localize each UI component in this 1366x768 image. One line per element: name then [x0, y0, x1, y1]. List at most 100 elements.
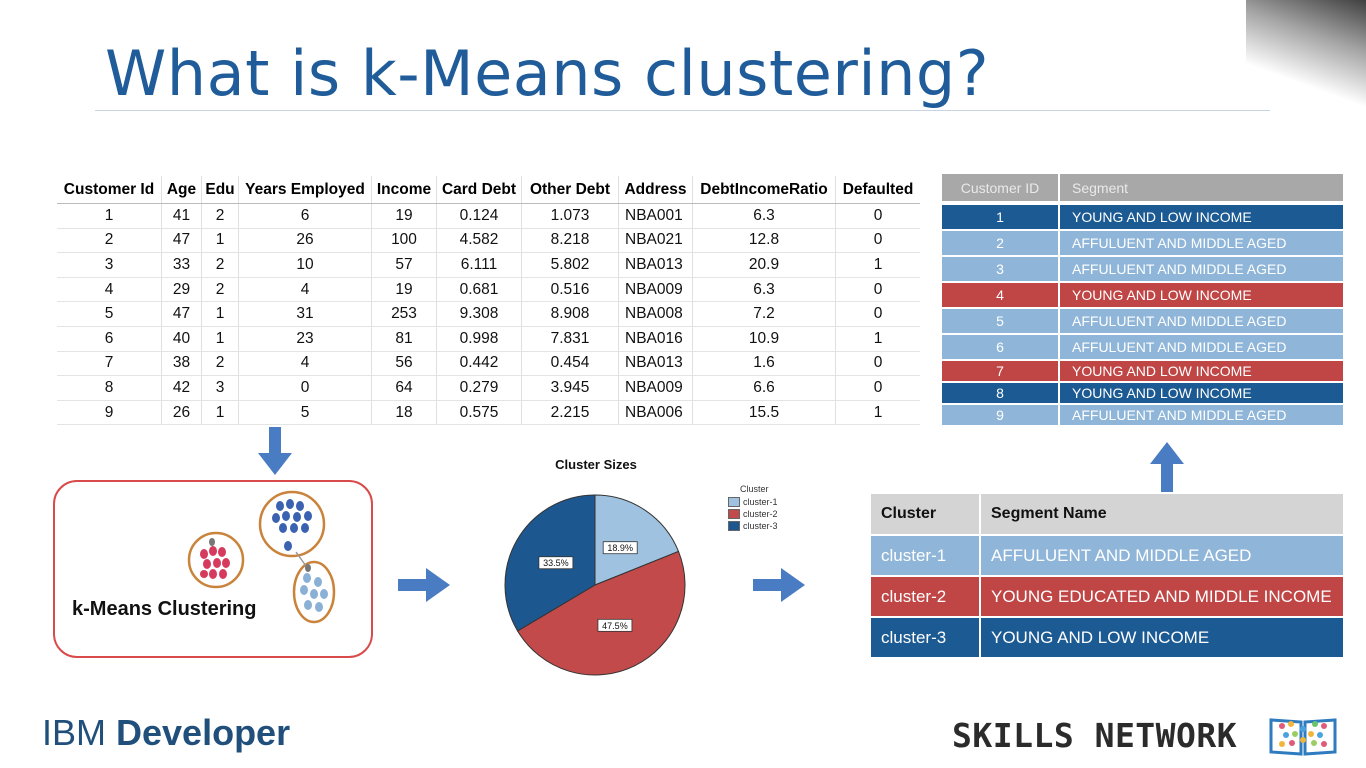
- segment-customer-id: 4: [942, 283, 1060, 307]
- customer-table-cell: 0: [835, 203, 920, 229]
- customer-table-cell: 6: [238, 203, 372, 229]
- customer-table-cell: 29: [161, 277, 202, 303]
- customer-table-cell: 6.3: [692, 277, 836, 303]
- customer-table-cell: NBA021: [618, 228, 693, 254]
- kmeans-label: k-Means Clustering: [72, 598, 257, 620]
- customer-table-body: 1 41 2 6 19 0.124 1.073 NBA001 6.3 0 2 47 1 26 100 4.58…: [57, 203, 920, 426]
- customer-table-cell: 7.2: [692, 301, 836, 327]
- customer-table-cell: 56: [371, 351, 437, 377]
- cluster-segment-name: YOUNG EDUCATED AND MIDDLE INCOME: [991, 586, 1332, 606]
- customer-table-cell: 31: [238, 301, 372, 327]
- customer-table-cell: 0: [835, 228, 920, 254]
- customer-table-cell: NBA016: [618, 326, 693, 352]
- customer-table-row: 4 29 2 4 19 0.681 0.516 NBA009 6.3 0: [57, 277, 920, 303]
- customer-table-cell: 6: [57, 326, 162, 352]
- customer-table-cell: 0.998: [436, 326, 522, 352]
- legend-swatch: [728, 509, 740, 519]
- customer-table-cell: 4: [238, 277, 372, 303]
- pie-slice-cluster-1: [594, 494, 680, 586]
- segment-name: YOUNG AND LOW INCOME: [1072, 363, 1252, 379]
- customer-table-cell: NBA009: [618, 375, 693, 401]
- customer-table-cell: 47: [161, 228, 202, 254]
- customer-table-cell: 0.575: [436, 400, 522, 426]
- customer-table-cell: 47: [161, 301, 202, 327]
- cluster-table-header: Cluster Segment Name: [871, 494, 1343, 534]
- customer-table-cell: NBA009: [618, 277, 693, 303]
- skills-network-text: SKILLS NETWORK: [952, 716, 1238, 755]
- legend-swatch: [728, 521, 740, 531]
- customer-table-cell: 1.6: [692, 351, 836, 377]
- cluster-segment-table: Cluster Segment Name cluster-1 AFFULUENT …: [871, 494, 1343, 657]
- col-header: Income: [371, 176, 437, 204]
- segment-name: AFFULUENT AND MIDDLE AGED: [1072, 261, 1287, 277]
- arrow-up-icon: [1150, 442, 1184, 492]
- customer-table-cell: NBA008: [618, 301, 693, 327]
- customer-table-cell: 1: [835, 400, 920, 426]
- customer-table-cell: 33: [161, 252, 202, 278]
- customer-table-cell: 7: [57, 351, 162, 377]
- customer-table-row: 2 47 1 26 100 4.582 8.218 NBA021 12.8 0: [57, 228, 920, 254]
- pie-label-text: 33.5%: [543, 558, 569, 568]
- customer-table-cell: 9: [57, 400, 162, 426]
- arrow-right-icon: [398, 568, 450, 602]
- segment-table-body: 1 YOUNG AND LOW INCOME 2 AFFULUENT AND MIDD…: [942, 201, 1343, 425]
- customer-table-cell: 81: [371, 326, 437, 352]
- customer-table-cell: 40: [161, 326, 202, 352]
- segment-header-id: Customer ID: [942, 174, 1060, 201]
- col-header: Other Debt: [521, 176, 619, 204]
- segment-name: YOUNG AND LOW INCOME: [1072, 287, 1252, 303]
- segment-table-header: Customer ID Segment: [942, 174, 1343, 201]
- customer-table-cell: 0.442: [436, 351, 522, 377]
- customer-table-cell: 0.681: [436, 277, 522, 303]
- customer-table-cell: 1: [201, 301, 239, 327]
- segment-name: YOUNG AND LOW INCOME: [1072, 209, 1252, 225]
- customer-table-cell: 0: [835, 375, 920, 401]
- legend-item: cluster-1: [728, 496, 778, 508]
- col-header: DebtIncomeRatio: [692, 176, 836, 204]
- slide-title: What is k-Means clustering?: [105, 37, 990, 110]
- segment-name: AFFULUENT AND MIDDLE AGED: [1072, 313, 1287, 329]
- col-header: Edu: [201, 176, 239, 204]
- col-header: Age: [161, 176, 202, 204]
- segment-customer-id: 1: [942, 205, 1060, 229]
- customer-table-cell: 26: [238, 228, 372, 254]
- legend-label: cluster-3: [743, 521, 778, 531]
- customer-table-cell: 2: [201, 351, 239, 377]
- legend-item: cluster-2: [728, 508, 778, 520]
- corner-shadow: [1246, 0, 1366, 110]
- pie-label-text: 18.9%: [607, 543, 633, 553]
- col-header: Card Debt: [436, 176, 522, 204]
- customer-table-cell: 9.308: [436, 301, 522, 327]
- customer-table-cell: 0.454: [521, 351, 619, 377]
- customer-table-cell: 5.802: [521, 252, 619, 278]
- customer-table-cell: 2: [201, 252, 239, 278]
- cluster-table-row: cluster-2 YOUNG EDUCATED AND MIDDLE INCOM…: [871, 575, 1343, 616]
- legend-swatch: [728, 497, 740, 507]
- customer-table-cell: 0.124: [436, 203, 522, 229]
- chart-legend: Cluster cluster-1 cluster-2 cluster-3: [728, 484, 778, 532]
- segment-table-row: 3 AFFULUENT AND MIDDLE AGED: [942, 255, 1343, 281]
- customer-table-cell: 8: [57, 375, 162, 401]
- cluster-id: cluster-2: [871, 577, 981, 616]
- customer-table-cell: 10.9: [692, 326, 836, 352]
- segment-name: AFFULUENT AND MIDDLE AGED: [1072, 407, 1287, 423]
- customer-table-cell: 1: [835, 326, 920, 352]
- customer-table-row: 8 42 3 0 64 0.279 3.945 NBA009 6.6 0: [57, 375, 920, 401]
- customer-table-cell: 4.582: [436, 228, 522, 254]
- customer-table-cell: 2.215: [521, 400, 619, 426]
- customer-table-cell: 6.6: [692, 375, 836, 401]
- customer-table-cell: 253: [371, 301, 437, 327]
- customer-table-cell: 1: [57, 203, 162, 229]
- segment-table-row: 9 AFFULUENT AND MIDDLE AGED: [942, 403, 1343, 425]
- pie-slice-cluster-2: [516, 550, 686, 676]
- customer-table-cell: 10: [238, 252, 372, 278]
- ibm-developer-logo: IBM Developer: [42, 712, 290, 754]
- customer-table-cell: 18: [371, 400, 437, 426]
- ibm-text: IBM: [42, 712, 117, 753]
- customer-table-cell: 1: [201, 228, 239, 254]
- customer-table-cell: 0: [238, 375, 372, 401]
- customer-table-cell: 23: [238, 326, 372, 352]
- segment-table-row: 4 YOUNG AND LOW INCOME: [942, 281, 1343, 307]
- segment-customer-id: 6: [942, 335, 1060, 359]
